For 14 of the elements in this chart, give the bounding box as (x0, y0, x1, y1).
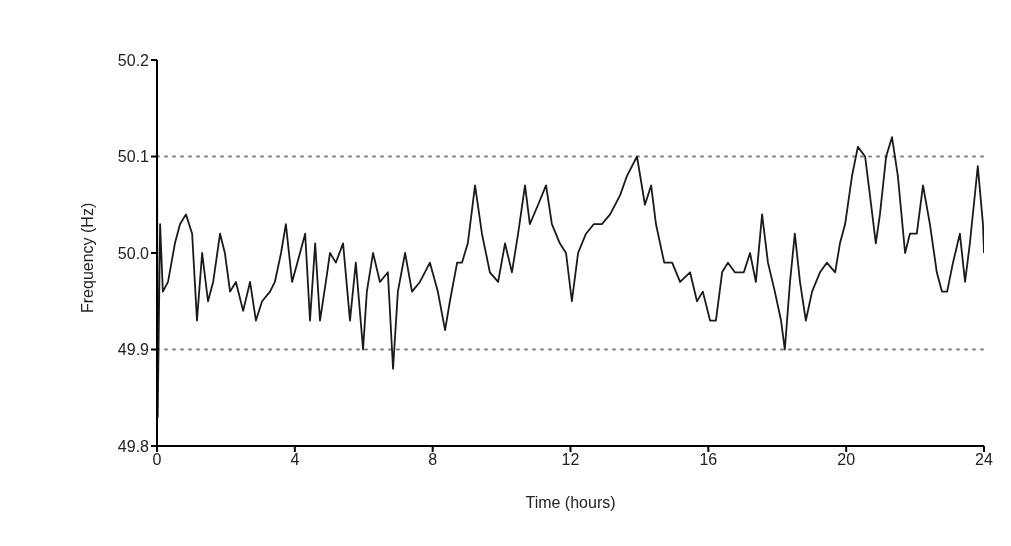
y-tick-label: 49.8 (117, 437, 150, 455)
x-tick-label: 8 (428, 451, 438, 469)
y-tick-label: 50.1 (117, 148, 150, 166)
x-tick-label: 20 (837, 451, 856, 469)
x-axis-title: Time (hours) (525, 494, 616, 511)
y-axis-title: Frequency (Hz) (78, 202, 96, 313)
x-tick-label: 12 (561, 451, 580, 469)
x-tick-label: 4 (290, 451, 300, 469)
y-tick-label: 49.9 (117, 341, 150, 359)
x-tick-label: 16 (699, 451, 718, 469)
y-tick-label: 50.2 (117, 51, 150, 69)
x-tick-label: 0 (152, 451, 162, 469)
x-tick-label: 24 (975, 451, 993, 469)
y-tick-label: 50.0 (117, 244, 150, 262)
